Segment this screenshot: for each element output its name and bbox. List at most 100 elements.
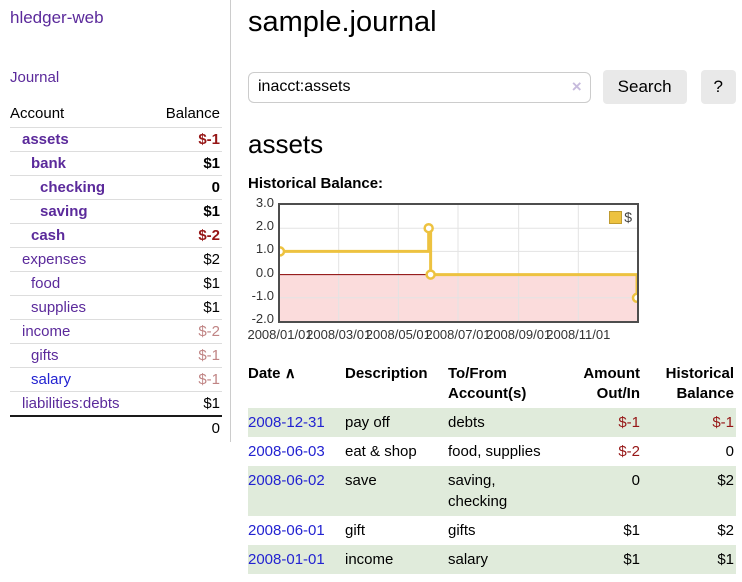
- sidebar-account-link[interactable]: cash: [31, 227, 66, 244]
- account-balance: $-1: [150, 127, 222, 152]
- accounts-table: Account Balance assets $-1 bank $1 checking 0…: [10, 102, 222, 440]
- sidebar-account-link[interactable]: checking: [40, 179, 106, 196]
- main-content: sample.journal × Search ? assets Histori…: [247, 0, 736, 574]
- x-tick-label: 2008/05/01: [365, 327, 431, 342]
- register-header-date[interactable]: Date ∧: [248, 362, 345, 408]
- historical-balance-chart: 3.0 2.0 1.0 0.0 -1.0 -2.0 $ 2008/01/01 2008/03…: [247, 196, 718, 343]
- register-header-historical: Historical Balance: [648, 362, 736, 408]
- y-tick-label: -1.0: [251, 287, 274, 303]
- register-header-description: Description: [345, 365, 428, 382]
- account-balance: $1: [150, 271, 222, 296]
- transaction-date-link[interactable]: 2008-06-03: [248, 443, 325, 460]
- x-tick-label: 2008/03/01: [306, 327, 372, 342]
- transaction-amount: $-2: [618, 443, 640, 460]
- sidebar-account-link[interactable]: food: [31, 275, 61, 292]
- account-row: saving $1: [10, 199, 222, 224]
- search-input[interactable]: [248, 71, 591, 103]
- accounts-header-balance: Balance: [165, 105, 220, 122]
- sidebar-account-link[interactable]: liabilities:debts: [22, 395, 120, 412]
- transaction-date-link[interactable]: 2008-06-02: [248, 472, 325, 489]
- account-row: expenses $2: [10, 247, 222, 272]
- account-balance: 0: [150, 175, 222, 200]
- account-balance: $-2: [150, 319, 222, 344]
- x-tick-label: 2008/11/01: [546, 327, 611, 342]
- page-title: sample.journal: [248, 6, 437, 38]
- accounts-total-row: 0: [10, 415, 222, 440]
- nav-journal-link[interactable]: Journal: [10, 69, 60, 86]
- sidebar-account-link[interactable]: expenses: [22, 251, 87, 268]
- transaction-accounts: gifts: [448, 522, 476, 539]
- account-row: supplies $1: [10, 295, 222, 320]
- sidebar-account-link[interactable]: salary: [31, 371, 72, 388]
- register-header-accounts: To/From Account(s): [448, 362, 578, 408]
- transaction-accounts: debts: [448, 408, 578, 437]
- clear-search-icon[interactable]: ×: [571, 76, 582, 96]
- register-row: 2008-06-02 save saving, checking 0 $2: [248, 466, 736, 516]
- sort-ascending-icon[interactable]: ∧: [284, 365, 296, 382]
- chart-canvas: [280, 205, 637, 321]
- sidebar-account-link[interactable]: supplies: [31, 299, 87, 316]
- chart-plot: $: [278, 203, 639, 323]
- transaction-amount: 0: [578, 466, 648, 516]
- app-brand-link[interactable]: hledger-web: [10, 8, 104, 27]
- x-tick-label: 2008/09/01: [486, 327, 552, 342]
- accounts-header-account: Account: [10, 105, 65, 122]
- transaction-amount: $1: [623, 522, 640, 539]
- historical-header-line2: Balance: [676, 385, 734, 402]
- transaction-amount: $-1: [578, 408, 648, 437]
- transaction-date-link[interactable]: 2008-01-01: [248, 551, 325, 568]
- transaction-historical-balance: 0: [725, 443, 734, 460]
- transaction-accounts: salary: [448, 545, 578, 574]
- transaction-historical-balance: $1: [648, 545, 736, 574]
- account-row: food $1: [10, 271, 222, 296]
- help-button[interactable]: ?: [700, 70, 736, 104]
- accounts-header-line1: To/From: [448, 365, 507, 382]
- x-tick-label: 2008/01/01: [247, 327, 313, 342]
- account-balance: $1: [150, 295, 222, 320]
- transaction-description: pay off: [345, 408, 448, 437]
- y-tick-label: 1.0: [255, 241, 274, 257]
- sidebar-account-link[interactable]: assets: [22, 131, 69, 148]
- x-tick-label: 2008/07/01: [425, 327, 491, 342]
- register-row: 2008-06-03 eat & shop food, supplies $-2 0: [248, 437, 736, 466]
- sidebar-account-link[interactable]: gifts: [31, 347, 59, 364]
- search-form: × Search ?: [248, 70, 736, 104]
- account-balance: $-1: [150, 343, 222, 368]
- register-row: 2008-06-01 gift gifts $1 $2: [248, 516, 736, 545]
- chart-legend: $: [607, 208, 634, 226]
- account-row: checking 0: [10, 175, 222, 200]
- register-header-amount: Amount Out/In: [578, 362, 648, 408]
- transaction-date-link[interactable]: 2008-12-31: [248, 414, 325, 431]
- search-button[interactable]: Search: [602, 70, 687, 104]
- account-row: income $-2: [10, 319, 222, 344]
- account-balance: $-2: [150, 223, 222, 248]
- sidebar-account-link[interactable]: income: [22, 323, 71, 340]
- transaction-historical-balance: $-1: [648, 408, 736, 437]
- amount-header-line2: Out/In: [596, 385, 640, 402]
- transaction-description: gift: [345, 522, 366, 539]
- chart-x-axis-labels: 2008/01/01 2008/03/01 2008/05/01 2008/07/01…: [247, 327, 639, 343]
- transaction-accounts: food, supplies: [448, 443, 541, 460]
- account-row: bank $1: [10, 151, 222, 176]
- y-tick-label: 2.0: [255, 218, 274, 234]
- register-table-body: 2008-12-31 pay off debts $-1 $-1 2008-06-03 ea…: [248, 408, 736, 574]
- account-balance: $2: [150, 247, 222, 272]
- y-tick-label: 3.0: [255, 195, 274, 210]
- sidebar-account-link[interactable]: saving: [40, 203, 88, 220]
- sidebar: hledger-web Journal Account Balance asse…: [0, 0, 231, 442]
- account-balance: $1: [150, 391, 222, 416]
- transaction-accounts: saving, checking: [448, 466, 578, 516]
- account-row: salary $-1: [10, 367, 222, 392]
- transaction-description: eat & shop: [345, 443, 417, 460]
- transaction-description: save: [345, 466, 448, 516]
- transaction-date-link[interactable]: 2008-06-01: [248, 522, 325, 539]
- accounts-header-line2: Account(s): [448, 385, 527, 402]
- account-row: liabilities:debts $1: [10, 391, 222, 416]
- legend-label: $: [624, 209, 632, 225]
- transaction-amount: $1: [578, 545, 648, 574]
- transaction-description: income: [345, 545, 448, 574]
- search-input-wrap: ×: [248, 71, 591, 103]
- sidebar-account-link[interactable]: bank: [31, 155, 67, 172]
- register-row: 2008-01-01 income salary $1 $1: [248, 545, 736, 574]
- account-row: cash $-2: [10, 223, 222, 248]
